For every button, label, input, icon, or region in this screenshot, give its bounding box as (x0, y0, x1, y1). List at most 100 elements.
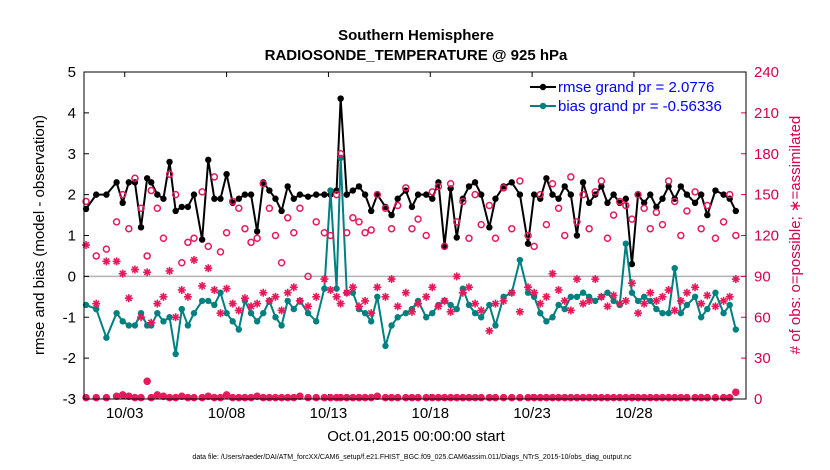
rmse-data-point (555, 195, 562, 202)
obs-possible-point (198, 188, 206, 196)
obs-possible-point (210, 173, 219, 181)
obs-assimilated-point (332, 292, 341, 301)
obs-possible-point (664, 177, 673, 185)
obs-assimilated-point-stroke (616, 300, 624, 308)
obs-assimilated-point (603, 302, 612, 311)
rmse-data-point (217, 195, 224, 202)
rmse-data-point (154, 191, 161, 198)
obs-possible-point (622, 201, 630, 210)
obs-assimilated-point-stroke (103, 257, 110, 265)
obs-possible-point (691, 188, 699, 196)
obs-possible-point (102, 245, 111, 253)
obs-possible-point (277, 259, 286, 267)
obs-assimilated-point (530, 288, 539, 297)
obs-possible-point (184, 238, 192, 247)
rmse-data-point (549, 191, 556, 198)
obs-possible-point (402, 184, 410, 192)
obs-assimilated-point-stroke (579, 300, 587, 308)
obs-possible-point (349, 214, 357, 222)
obs-assimilated-point-stroke (477, 307, 485, 314)
y-right-tick-label: 30 (754, 350, 771, 367)
obs-assimilated-point (159, 292, 168, 301)
y-right-tick-label: 0 (754, 391, 762, 408)
obs-assimilated-point (228, 299, 237, 308)
bias-data-point (659, 309, 666, 317)
obs-assimilated-point-stroke (628, 279, 636, 287)
obs-bottom-assimilated-point (102, 394, 110, 402)
rmse-data-point (343, 191, 350, 198)
rmse-data-point (683, 191, 691, 198)
obs-possible-point (732, 231, 740, 240)
legend-bias-label: bias grand pr = -0.56336 (558, 98, 722, 115)
rmse-data-point (313, 191, 320, 198)
obs-assimilated-point (652, 296, 661, 305)
bias-data-point (217, 289, 224, 296)
bias-data-point (93, 305, 100, 313)
rmse-data-point (160, 195, 167, 202)
obs-assimilated-point-stroke (691, 283, 699, 291)
obs-assimilated-point (271, 292, 280, 301)
rmse-data-point (720, 191, 727, 198)
obs-possible-point (259, 179, 267, 188)
obs-assimilated-point (609, 291, 618, 300)
rmse-data-point (103, 191, 110, 198)
obs-assimilated-point (326, 286, 335, 294)
obs-assimilated-point-stroke (143, 268, 151, 276)
bias-data-point (172, 350, 179, 358)
obs-possible-point (312, 218, 320, 226)
obs-assimilated-point (434, 302, 443, 311)
obs-possible-point (125, 224, 133, 233)
rmse-data-point (697, 191, 705, 198)
obs-assimilated-point (464, 283, 473, 292)
obs-assimilated-point (579, 299, 588, 308)
obs-assimilated-point (615, 299, 624, 308)
rmse-data-point (143, 175, 151, 182)
obs-assimilated-point-stroke (555, 286, 562, 294)
obs-assimilated-point (304, 302, 313, 311)
obs-assimilated-point (477, 306, 486, 315)
obs-assimilated-point (499, 296, 508, 305)
rmse-data-point (172, 207, 179, 215)
obs-possible-point (646, 224, 655, 233)
obs-assimilated-point (265, 296, 274, 305)
x-tick-label: 10/23 (513, 405, 551, 422)
obs-assimilated-point (414, 299, 423, 308)
rmse-data-point (732, 207, 740, 215)
rmse-data-point (492, 195, 499, 202)
obs-assimilated-point-stroke (414, 300, 422, 308)
bias-data-point (683, 301, 691, 309)
obs-assimilated-point (210, 286, 219, 294)
bias-data-point (516, 256, 524, 264)
rmse-data-point (337, 95, 344, 102)
obs-bottom-assimilated-point-stroke (254, 393, 261, 400)
bias-data-point (486, 301, 493, 309)
obs-possible-point (548, 179, 557, 188)
y-left-tick-label: -1 (63, 309, 76, 326)
obs-possible-point (485, 201, 494, 210)
obs-possible-point (516, 177, 524, 185)
obs-assimilated-point-stroke (382, 293, 389, 301)
obs-possible-point (652, 208, 661, 217)
obs-assimilated-point-stroke (646, 289, 654, 297)
y-left-tick-label: -3 (63, 391, 76, 408)
rmse-data-point (665, 183, 672, 190)
x-tick-label: 10/03 (106, 405, 144, 422)
obs-assimilated-point-stroke (408, 308, 416, 316)
obs-bottom-assimilated-point-stroke (125, 393, 132, 400)
obs-assimilated-point (524, 283, 533, 292)
obs-bottom-assimilated-point-stroke (296, 393, 303, 400)
obs-assimilated-point (597, 292, 606, 301)
obs-possible-point (241, 224, 249, 233)
obs-assimilated-point (204, 264, 213, 273)
obs-bottom-assimilated-point (491, 394, 499, 402)
obs-assimilated-point-stroke (428, 283, 436, 291)
rmse-data-point (374, 191, 381, 198)
rmse-data-point (647, 191, 654, 198)
rmse-data-point (321, 191, 328, 198)
rmse-data-point (628, 260, 636, 268)
bias-data-point (610, 297, 617, 305)
obs-assimilated-point-stroke (697, 300, 705, 308)
obs-assimilated-point-stroke (337, 300, 345, 308)
obs-possible-point (499, 184, 508, 192)
obs-assimilated-point-stroke (184, 293, 192, 301)
